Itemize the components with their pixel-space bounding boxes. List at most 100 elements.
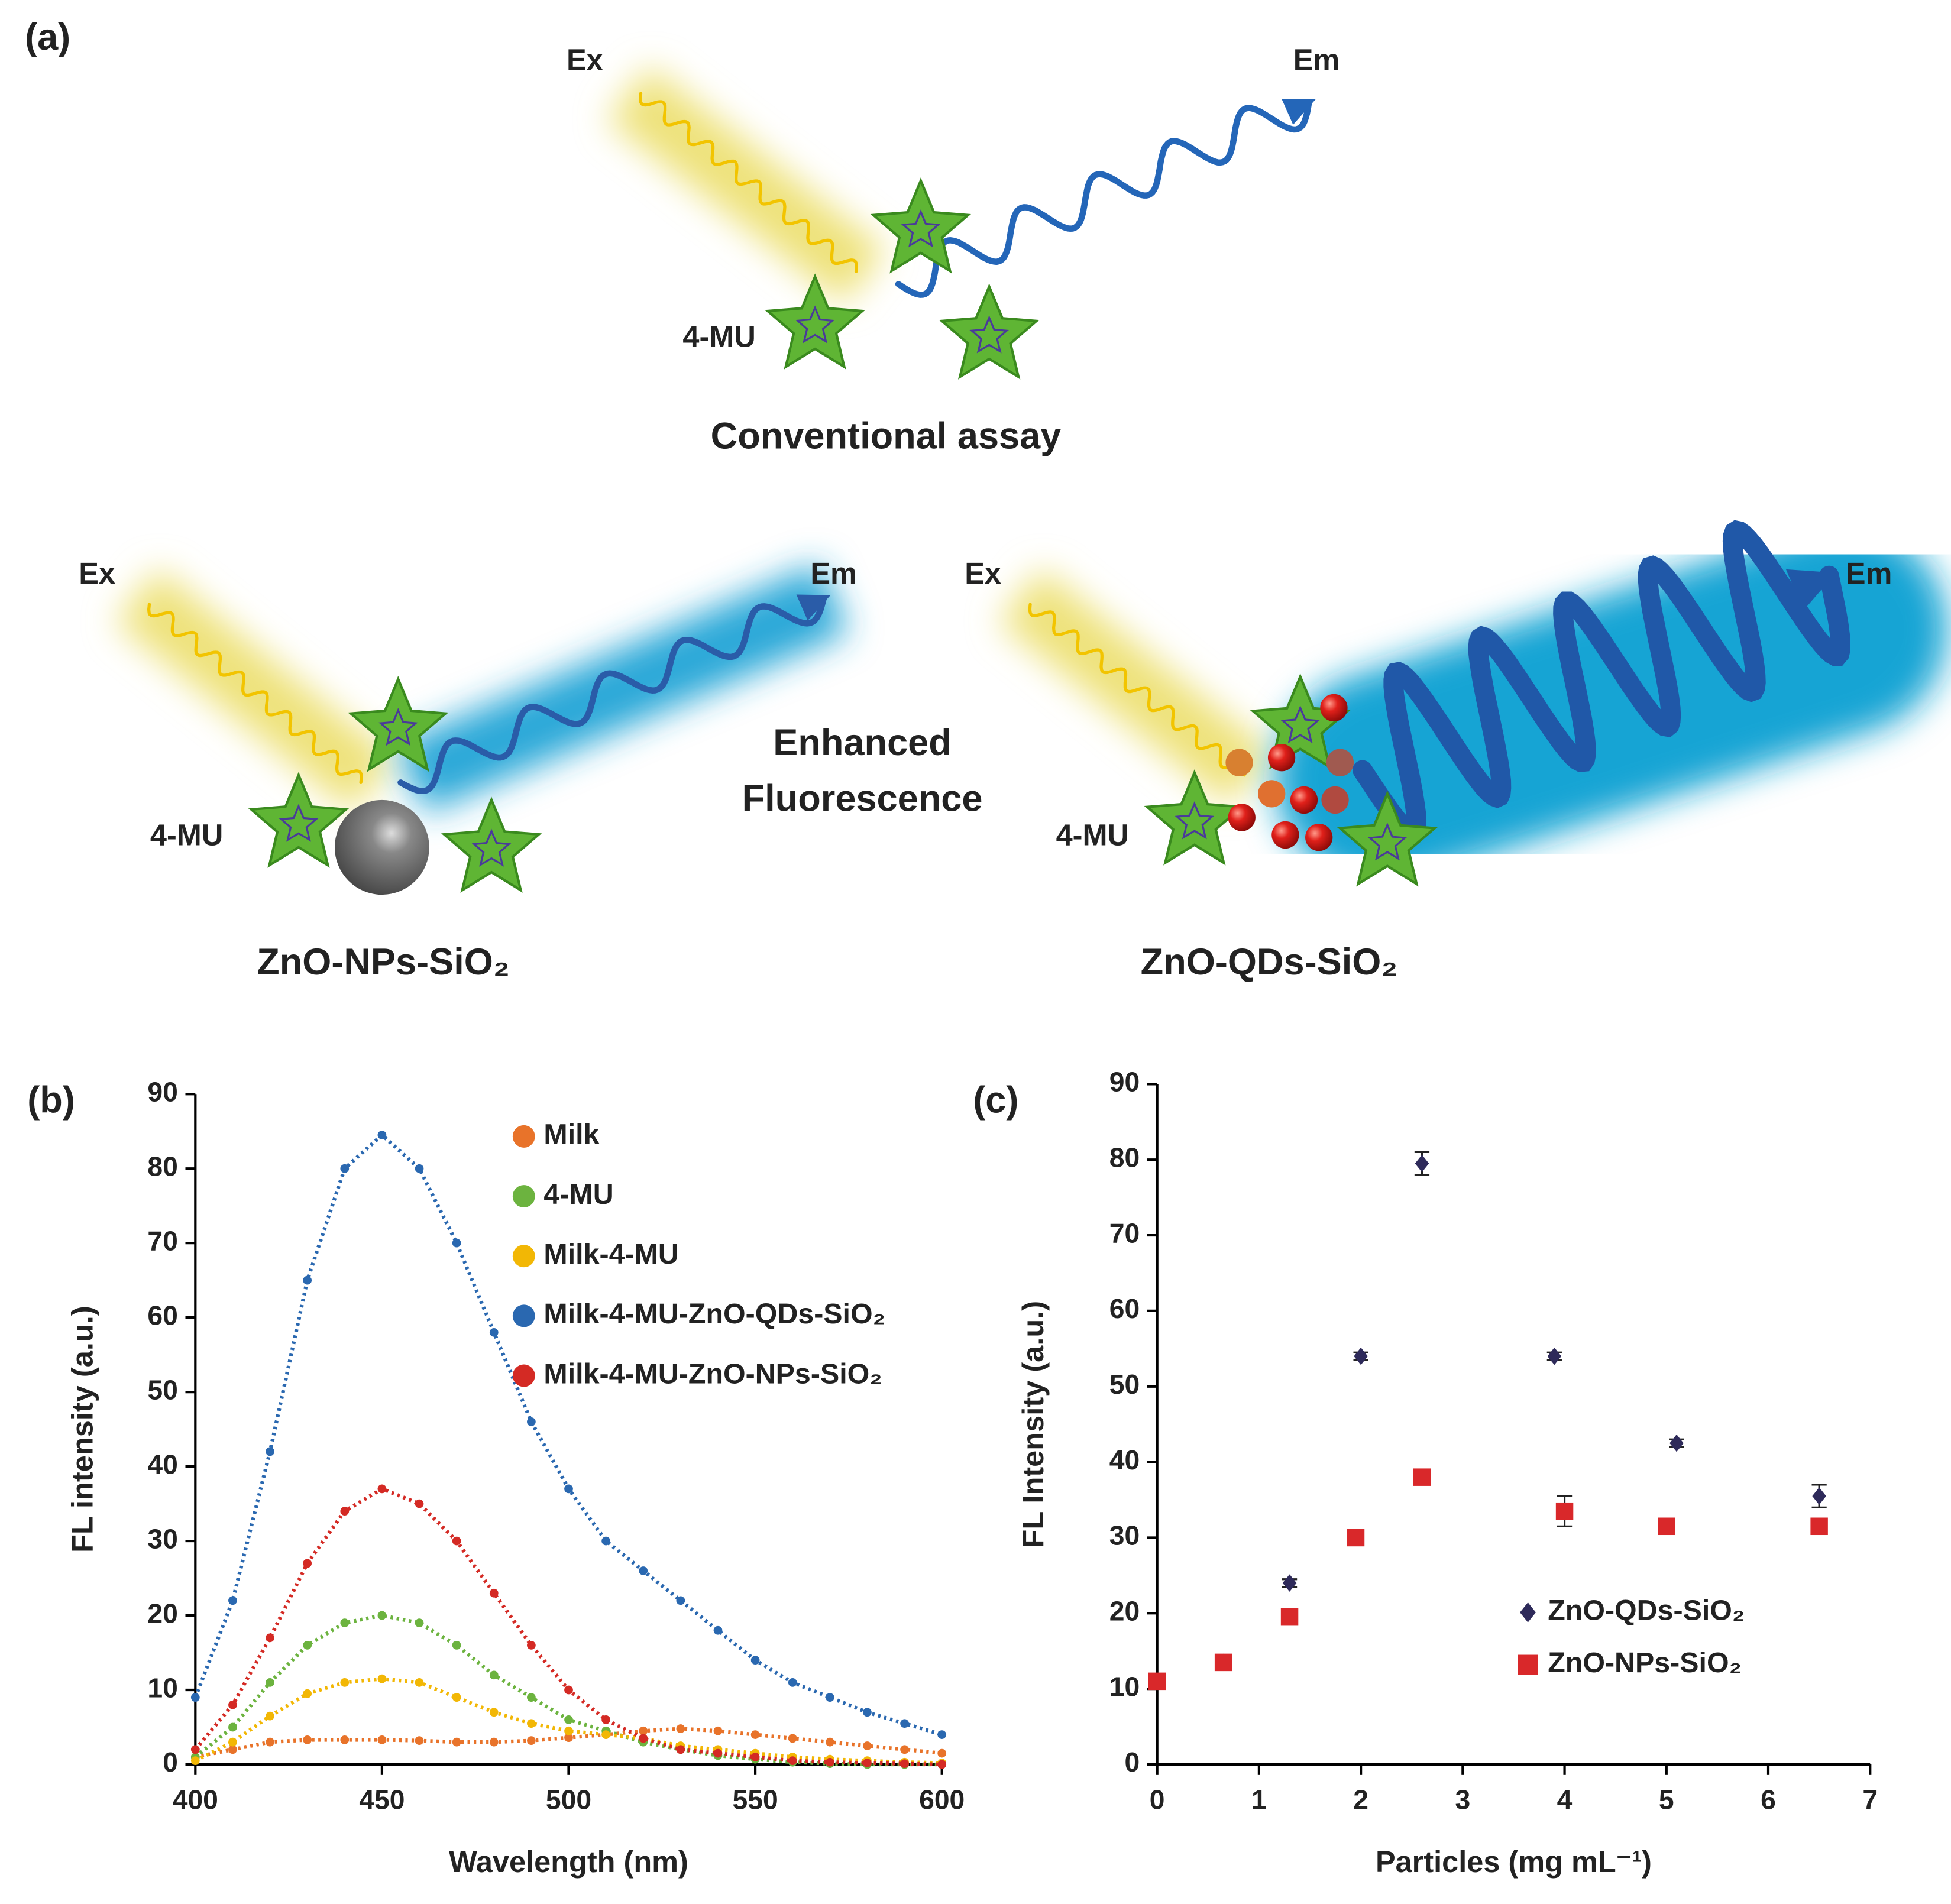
chart: 0 10 20 30 40 50 60 70 80 90 400 450 500 550 600 Wavele… bbox=[65, 1076, 965, 1878]
marker bbox=[266, 1678, 274, 1687]
marker bbox=[303, 1275, 312, 1285]
y-tick-label: 0 bbox=[1124, 1747, 1140, 1777]
marker bbox=[750, 1753, 760, 1761]
marker bbox=[1520, 1602, 1536, 1623]
marker bbox=[452, 1536, 461, 1546]
marker bbox=[863, 1708, 872, 1717]
marker bbox=[1555, 1502, 1574, 1520]
caption: Conventional assay bbox=[711, 415, 1062, 456]
x-tick-label: 3 bbox=[1455, 1784, 1470, 1815]
marker bbox=[900, 1745, 909, 1754]
y-tick-label: 30 bbox=[1109, 1520, 1140, 1551]
marker bbox=[1415, 1154, 1429, 1173]
x-tick-label: 450 bbox=[359, 1784, 405, 1815]
marker bbox=[1280, 1608, 1299, 1626]
quantum-dots bbox=[1225, 694, 1354, 851]
marker bbox=[564, 1726, 573, 1735]
marker bbox=[825, 1757, 834, 1767]
marker bbox=[639, 1734, 648, 1743]
marker bbox=[713, 1748, 723, 1758]
marker bbox=[1812, 1487, 1826, 1505]
star-molecule bbox=[444, 800, 539, 891]
y-tick-label: 30 bbox=[147, 1523, 177, 1554]
y-tick-label: 70 bbox=[1109, 1217, 1140, 1248]
y-tick-label: 60 bbox=[1109, 1293, 1140, 1324]
y-tick-label: 80 bbox=[1109, 1142, 1140, 1173]
y-tick-label: 20 bbox=[147, 1598, 177, 1628]
marker bbox=[750, 1730, 760, 1739]
chart: 0 10 20 30 40 50 60 70 80 90 0 1 2 3 4 5 6 7 Particles (mg… bbox=[1016, 1067, 1878, 1879]
marker bbox=[676, 1724, 685, 1733]
legend-label: 4-MU bbox=[543, 1178, 613, 1210]
marker bbox=[527, 1719, 536, 1728]
marker bbox=[415, 1164, 424, 1173]
marker bbox=[863, 1741, 872, 1750]
marker bbox=[303, 1735, 312, 1744]
panel-label: (b) bbox=[27, 1080, 75, 1121]
y-tick-label: 90 bbox=[147, 1076, 177, 1107]
panel-label: (c) bbox=[973, 1080, 1018, 1121]
quantum-dot bbox=[1271, 821, 1299, 849]
y-tick-label: 40 bbox=[147, 1449, 177, 1479]
x-tick-label: 550 bbox=[732, 1784, 778, 1815]
quantum-dot bbox=[1321, 786, 1349, 814]
quantum-dot bbox=[1290, 786, 1318, 814]
center-label: Fluorescence bbox=[742, 778, 983, 820]
wave bbox=[397, 595, 827, 795]
marker bbox=[228, 1700, 237, 1709]
wave bbox=[1352, 520, 1851, 843]
marker bbox=[228, 1722, 237, 1732]
quantum-dot bbox=[1320, 694, 1348, 722]
marker bbox=[564, 1715, 573, 1724]
waves bbox=[147, 92, 1851, 843]
y-axis-label: FL intensity (a.u.) bbox=[65, 1306, 99, 1553]
y-tick-label: 90 bbox=[1109, 1067, 1140, 1097]
marker bbox=[512, 1364, 535, 1387]
x-tick-label: 1 bbox=[1251, 1784, 1267, 1815]
marker bbox=[1347, 1529, 1365, 1547]
marker bbox=[527, 1417, 536, 1426]
marker bbox=[601, 1730, 610, 1739]
marker bbox=[863, 1759, 872, 1767]
marker bbox=[266, 1711, 274, 1721]
ex-label: Ex bbox=[79, 556, 115, 590]
y-axis-label: FL Intensity (a.u.) bbox=[1016, 1301, 1050, 1548]
marker bbox=[900, 1719, 909, 1728]
marker bbox=[190, 1745, 200, 1754]
marker bbox=[489, 1708, 499, 1717]
y-tick-label: 50 bbox=[147, 1374, 177, 1405]
marker bbox=[825, 1737, 834, 1747]
marker bbox=[788, 1756, 797, 1766]
zno-nanoparticle bbox=[334, 799, 429, 895]
marker bbox=[452, 1238, 461, 1248]
x-tick-label: 5 bbox=[1659, 1784, 1674, 1815]
marker bbox=[1413, 1468, 1431, 1486]
ex-label: Ex bbox=[965, 556, 1001, 590]
marker bbox=[489, 1737, 499, 1747]
marker bbox=[1669, 1434, 1684, 1452]
marker bbox=[512, 1304, 535, 1327]
panel-label: (a) bbox=[25, 17, 70, 58]
marker bbox=[788, 1734, 797, 1743]
marker bbox=[676, 1745, 685, 1754]
marker bbox=[564, 1733, 573, 1743]
legend-label: Milk bbox=[543, 1119, 599, 1151]
marker bbox=[228, 1596, 237, 1605]
wave bbox=[895, 99, 1312, 298]
arrow-head bbox=[796, 594, 831, 621]
wave bbox=[639, 92, 858, 274]
marker bbox=[266, 1737, 274, 1747]
marker bbox=[1282, 1574, 1297, 1592]
x-tick-label: 2 bbox=[1353, 1784, 1368, 1815]
x-tick-label: 7 bbox=[1862, 1784, 1878, 1815]
marker bbox=[377, 1611, 387, 1620]
marker bbox=[825, 1693, 834, 1702]
diagram: Ex Em 4-MU Conventional assay Ex Em 4-MU… bbox=[79, 43, 1947, 983]
marker bbox=[512, 1125, 535, 1148]
quantum-dot bbox=[1305, 823, 1333, 851]
legend-label: ZnO-QDs-SiO₂ bbox=[1548, 1595, 1745, 1627]
em-label: Em bbox=[1293, 43, 1340, 77]
marker bbox=[937, 1760, 947, 1769]
star-molecule bbox=[942, 287, 1037, 377]
